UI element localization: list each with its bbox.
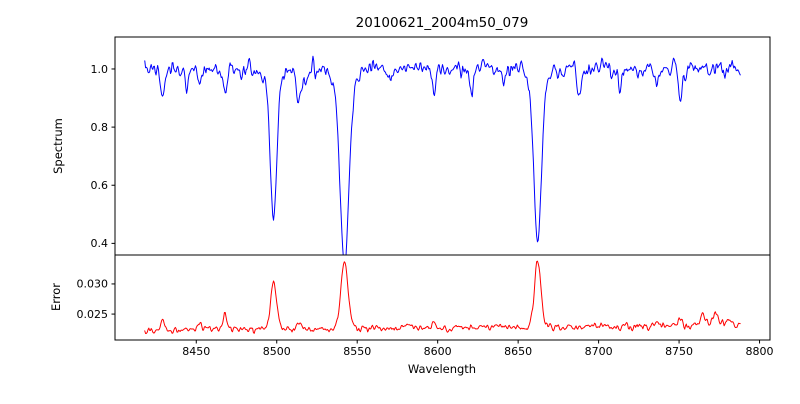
spectrum-y-axis-label: Spectrum [51, 118, 65, 174]
y-tick-label: 0.8 [91, 121, 109, 134]
error-axes-spines [114, 254, 771, 341]
y-tick-label: 0.6 [91, 179, 109, 192]
x-tick-label: 8800 [746, 345, 774, 358]
x-tick-label: 8650 [504, 345, 532, 358]
y-tick-label: 1.0 [91, 63, 109, 76]
chart-title: 20100621_2004m50_079 [356, 15, 529, 31]
x-tick-label: 8550 [343, 345, 371, 358]
x-tick-label: 8600 [424, 345, 452, 358]
y-tick-label: 0.025 [77, 308, 109, 321]
x-axis-label: Wavelength [408, 362, 476, 376]
y-tick-label: 0.030 [77, 278, 109, 291]
x-tick-label: 8700 [585, 345, 613, 358]
error-line [144, 260, 741, 334]
error-y-axis-label: Error [49, 283, 63, 311]
x-tick-label: 8450 [182, 345, 210, 358]
spectrum-line [144, 55, 741, 255]
y-tick-label: 0.4 [91, 237, 109, 250]
tick-marks-group: 8450 8500 8550 8600 8650 8700 8750 8800 0.4 0.6 0.… [77, 63, 774, 358]
x-tick-label: 8500 [263, 345, 291, 358]
error-axes-background [115, 255, 770, 340]
x-tick-label: 8750 [665, 345, 693, 358]
